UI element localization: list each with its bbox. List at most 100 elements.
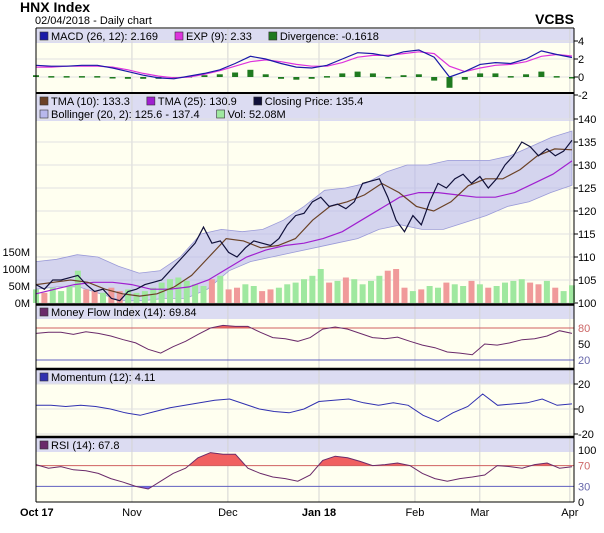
divergence-bar bbox=[124, 77, 131, 79]
volume-bar bbox=[267, 289, 274, 303]
chart-title: HNX Index bbox=[20, 0, 90, 15]
x-tick-label: Dec bbox=[218, 507, 238, 519]
rsi-legend-band bbox=[36, 438, 574, 452]
y-tick-label: 4 bbox=[578, 36, 584, 48]
volume-bar bbox=[393, 269, 400, 303]
volume-bar bbox=[317, 269, 324, 303]
divergence-bar bbox=[140, 77, 147, 79]
divergence-bar bbox=[323, 76, 330, 78]
y-tick-label: 125 bbox=[578, 183, 596, 195]
volume-bar bbox=[342, 277, 349, 303]
legend-swatch bbox=[39, 307, 49, 317]
volume-tick-label: 150M bbox=[2, 247, 30, 259]
legend-label: Vol: 52.08M bbox=[228, 109, 286, 121]
legend-label: MACD (26, 12): 2.169 bbox=[51, 31, 158, 43]
divergence-bar bbox=[262, 74, 269, 77]
legend-swatch bbox=[39, 440, 49, 450]
divergence-bar bbox=[278, 77, 285, 79]
volume-bar bbox=[518, 279, 525, 303]
volume-bar bbox=[384, 270, 391, 303]
divergence-bar bbox=[415, 74, 422, 77]
divergence-bar bbox=[78, 76, 85, 78]
y-tick-label: 30 bbox=[578, 481, 590, 493]
volume-bar bbox=[401, 287, 408, 303]
x-tick-label: Jan 18 bbox=[302, 507, 336, 519]
divergence-bar bbox=[216, 74, 223, 77]
legend-label: TMA (25): 130.9 bbox=[158, 96, 237, 108]
volume-bar bbox=[158, 282, 165, 303]
volume-bar bbox=[192, 284, 199, 303]
legend-label: TMA (10): 133.3 bbox=[51, 96, 130, 108]
volume-bar bbox=[510, 280, 517, 303]
volume-bar bbox=[91, 291, 98, 303]
volume-bar bbox=[468, 280, 475, 303]
volume-bar bbox=[133, 292, 140, 303]
volume-bar bbox=[334, 280, 341, 303]
y-tick-label: 120 bbox=[578, 206, 596, 218]
divergence-bar bbox=[201, 75, 208, 77]
volume-bar bbox=[284, 284, 291, 303]
legend-swatch bbox=[174, 31, 184, 41]
y-tick-label: 140 bbox=[578, 114, 596, 126]
divergence-bar bbox=[477, 73, 484, 77]
volume-bar bbox=[116, 291, 123, 303]
volume-bar bbox=[292, 282, 299, 303]
volume-bar bbox=[225, 289, 232, 303]
volume-bar bbox=[426, 286, 433, 303]
volume-bar bbox=[451, 284, 458, 303]
volume-bar bbox=[41, 292, 48, 303]
legend-label: Closing Price: 135.4 bbox=[265, 96, 363, 108]
y-tick-label: 20 bbox=[578, 355, 590, 367]
divergence-bar bbox=[385, 77, 392, 79]
volume-bar bbox=[200, 286, 207, 303]
y-tick-label: 20 bbox=[578, 379, 590, 391]
x-tick-label: Feb bbox=[405, 507, 424, 519]
volume-bar bbox=[74, 270, 81, 303]
volume-bar bbox=[167, 279, 173, 303]
divergence-bar bbox=[232, 72, 239, 77]
y-tick-label: 0 bbox=[578, 404, 584, 416]
volume-bar bbox=[183, 280, 190, 303]
legend-swatch bbox=[146, 96, 156, 106]
volume-bar bbox=[502, 282, 508, 303]
volume-bar bbox=[100, 292, 106, 303]
volume-bar bbox=[49, 287, 56, 303]
divergence-bar bbox=[523, 74, 530, 77]
chart-subtitle: 02/04/2018 - Daily chart bbox=[35, 15, 152, 27]
volume-bar bbox=[234, 287, 240, 303]
macd-legend-band bbox=[36, 29, 574, 43]
x-tick-label: Apr bbox=[561, 507, 578, 519]
volume-bar bbox=[476, 284, 483, 303]
y-tick-label: 130 bbox=[578, 160, 596, 172]
tma25-line bbox=[35, 160, 573, 295]
x-tick-label: Nov bbox=[122, 507, 142, 519]
x-tick-label: Mar bbox=[470, 507, 489, 519]
legend-swatch bbox=[39, 372, 49, 382]
divergence-bar bbox=[308, 77, 315, 79]
volume-bar bbox=[309, 275, 316, 303]
divergence-bar bbox=[492, 73, 499, 77]
momentum-legend-band bbox=[36, 370, 574, 384]
y-tick-label: 70 bbox=[578, 461, 590, 473]
divergence-bar bbox=[109, 77, 116, 79]
legend-label: Divergence: -0.1618 bbox=[280, 31, 379, 43]
divergence-bar bbox=[507, 76, 514, 78]
y-tick-label: 100 bbox=[578, 445, 596, 457]
y-tick-label: 50 bbox=[578, 339, 590, 351]
rsi-line bbox=[35, 452, 573, 490]
divergence-bar bbox=[247, 69, 254, 77]
volume-bar bbox=[552, 287, 559, 303]
legend-swatch bbox=[268, 31, 278, 41]
volume-bar bbox=[217, 275, 224, 303]
divergence-bar bbox=[446, 77, 453, 88]
volume-bar bbox=[368, 280, 374, 303]
y-tick-label: -20 bbox=[578, 429, 594, 441]
legend-swatch bbox=[39, 96, 49, 106]
volume-bar bbox=[418, 289, 425, 303]
y-tick-label: 100 bbox=[578, 298, 596, 310]
divergence-bar bbox=[94, 76, 101, 78]
volume-bar bbox=[443, 282, 450, 303]
volume-bar bbox=[543, 280, 550, 303]
legend-label: EXP (9): 2.33 bbox=[186, 31, 252, 43]
volume-bar bbox=[66, 286, 73, 303]
